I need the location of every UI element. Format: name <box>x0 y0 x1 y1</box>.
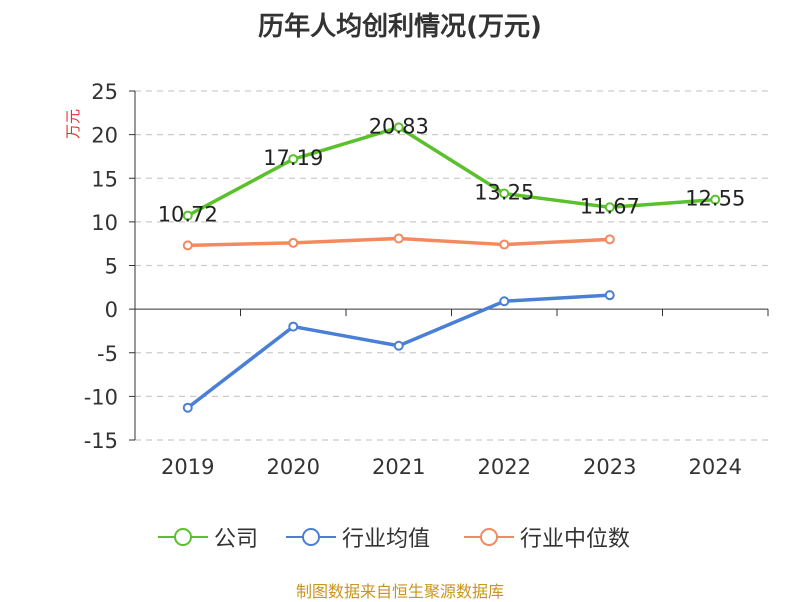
x-tick-label: 2024 <box>689 455 742 479</box>
legend: 公司 行业均值 行业中位数 <box>0 520 800 554</box>
y-tick-label: 25 <box>91 80 118 104</box>
source-note: 制图数据来自恒生聚源数据库 <box>295 582 504 601</box>
data-point <box>393 122 404 133</box>
data-point <box>393 233 404 244</box>
data-label: 10.72 <box>158 203 218 227</box>
data-point <box>499 296 510 307</box>
data-label: 12.55 <box>685 187 745 211</box>
chart-title: 历年人均创利情况(万元) <box>258 12 542 42</box>
data-point <box>182 210 193 221</box>
y-tick-label: -10 <box>84 385 118 409</box>
legend-item-company[interactable]: 公司 <box>158 520 258 554</box>
y-tick-label: 0 <box>105 298 118 322</box>
legend-label: 行业中位数 <box>520 527 631 552</box>
y-tick-label: -5 <box>97 342 118 366</box>
data-label: 20.83 <box>369 114 429 138</box>
legend-item-industry-average[interactable]: 行业均值 <box>286 520 430 554</box>
data-point <box>604 202 615 213</box>
data-point <box>288 321 299 332</box>
data-point <box>182 240 193 251</box>
data-point <box>288 154 299 165</box>
data-point <box>499 188 510 199</box>
x-tick-label: 2019 <box>161 455 214 479</box>
data-label: 13.25 <box>474 181 534 205</box>
data-point <box>499 239 510 250</box>
legend-line-marker-icon <box>464 528 514 546</box>
x-tick-label: 2022 <box>478 455 531 479</box>
y-tick-label: 5 <box>105 255 118 279</box>
series-line <box>186 125 716 218</box>
legend-label: 公司 <box>214 527 259 552</box>
y-tick-label: 15 <box>91 167 118 191</box>
data-label: 11.67 <box>580 194 640 218</box>
data-point <box>710 194 721 205</box>
series-line <box>186 293 610 410</box>
x-tick-label: 2021 <box>372 455 425 479</box>
legend-line-marker-icon <box>158 528 208 546</box>
data-point <box>393 340 404 351</box>
legend-item-industry-median[interactable]: 行业中位数 <box>464 520 630 554</box>
legend-label: 行业均值 <box>342 527 431 552</box>
data-point <box>604 290 615 301</box>
x-tick-label: 2020 <box>267 455 320 479</box>
x-tick-label: 2023 <box>583 455 636 479</box>
y-tick-label: -15 <box>84 429 118 453</box>
legend-line-marker-icon <box>286 528 336 546</box>
data-point <box>288 237 299 248</box>
data-point <box>182 402 193 413</box>
data-point <box>604 234 615 245</box>
y-axis-title: 万元 <box>64 109 82 139</box>
y-tick-label: 10 <box>91 211 118 235</box>
y-tick-label: 20 <box>91 124 118 148</box>
data-label: 17.19 <box>263 146 323 170</box>
